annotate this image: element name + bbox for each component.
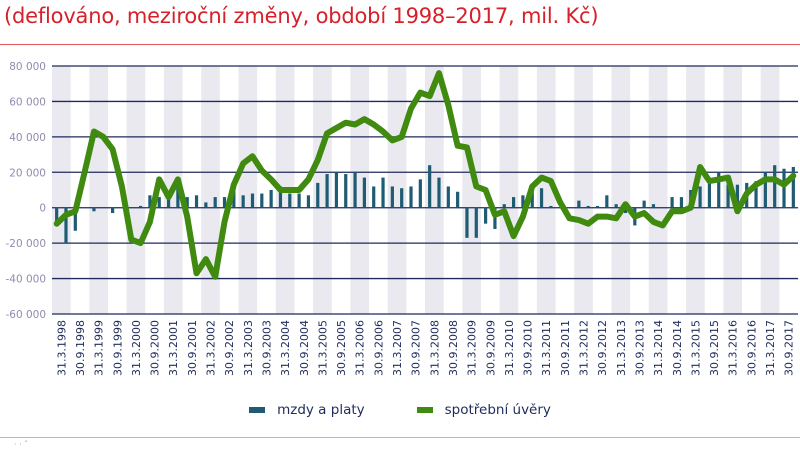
legend-label: spotřební úvěry <box>444 402 551 418</box>
legend-swatch-bar-icon <box>249 407 266 413</box>
line-series-uvery <box>53 70 797 280</box>
svg-text:31.3.2012: 31.3.2012 <box>578 320 591 376</box>
svg-text:30.9.2006: 30.9.2006 <box>372 320 385 376</box>
svg-text:31.3.2003: 31.3.2003 <box>242 320 255 376</box>
svg-text:-60 000: -60 000 <box>5 309 46 321</box>
svg-text:31.3.2011: 31.3.2011 <box>540 320 553 376</box>
svg-text:30.9.2008: 30.9.2008 <box>447 320 460 376</box>
legend-item-mzdy: mzdy a platy <box>249 402 365 418</box>
svg-text:40 000: 40 000 <box>9 132 46 144</box>
svg-text:31.3.2002: 31.3.2002 <box>205 320 218 376</box>
legend-swatch-line-icon <box>416 407 433 413</box>
svg-text:30.9.1999: 30.9.1999 <box>111 320 124 376</box>
chart-subtitle: (deflováno, meziroční změny, období 1998… <box>4 4 599 28</box>
svg-text:31.3.2008: 31.3.2008 <box>428 320 441 376</box>
svg-text:31.3.2005: 31.3.2005 <box>316 320 329 376</box>
svg-text:30.9.2015: 30.9.2015 <box>708 320 721 376</box>
svg-text:31.3.2013: 31.3.2013 <box>615 320 628 376</box>
svg-text:31.3.2001: 31.3.2001 <box>167 320 180 376</box>
svg-text:0: 0 <box>39 203 46 215</box>
svg-text:31.3.2007: 31.3.2007 <box>391 320 404 376</box>
svg-text:30.9.2017: 30.9.2017 <box>783 320 796 376</box>
svg-text:31.3.2009: 31.3.2009 <box>466 320 479 376</box>
svg-text:30.9.2014: 30.9.2014 <box>671 320 684 376</box>
svg-text:31.3.1998: 31.3.1998 <box>55 320 68 376</box>
svg-text:30.9.2011: 30.9.2011 <box>559 320 572 376</box>
bottom-divider <box>0 437 800 438</box>
svg-text:-20 000: -20 000 <box>5 238 46 250</box>
svg-text:31.3.2006: 31.3.2006 <box>354 320 367 376</box>
chart-plot: 80 000 60 000 40 000 20 000 0 -20 000 -40 000 -… <box>5 61 798 376</box>
svg-text:31.3.2015: 31.3.2015 <box>689 320 702 376</box>
svg-text:30.9.2000: 30.9.2000 <box>149 320 162 376</box>
legend: mzdy a platy spotřební úvěry <box>0 402 800 418</box>
svg-text:31.3.1999: 31.3.1999 <box>93 320 106 376</box>
svg-text:31.3.2016: 31.3.2016 <box>727 320 740 376</box>
y-axis-labels: 80 000 60 000 40 000 20 000 0 -20 000 -40 000 -… <box>5 61 46 321</box>
svg-text:31.3.2017: 31.3.2017 <box>764 320 777 376</box>
svg-text:20 000: 20 000 <box>9 167 46 179</box>
svg-text:30.9.2005: 30.9.2005 <box>335 320 348 376</box>
svg-text:30.9.2007: 30.9.2007 <box>410 320 423 376</box>
title-divider <box>0 44 800 45</box>
svg-text:80 000: 80 000 <box>9 61 46 73</box>
svg-text:30.9.2009: 30.9.2009 <box>484 320 497 376</box>
bar-series-mzdy <box>55 165 795 244</box>
x-axis-labels: 31.3.1998 30.9.1998 31.3.1999 30.9.1999 31.3… <box>55 320 795 376</box>
svg-text:30.9.2002: 30.9.2002 <box>223 320 236 376</box>
legend-item-uvery: spotřební úvěry <box>416 402 551 418</box>
svg-text:31.3.2014: 31.3.2014 <box>652 320 665 376</box>
svg-text:31.3.2010: 31.3.2010 <box>503 320 516 376</box>
svg-text:31.3.2004: 31.3.2004 <box>279 320 292 376</box>
svg-text:30.9.2013: 30.9.2013 <box>633 320 646 376</box>
svg-text:30.9.1998: 30.9.1998 <box>74 320 87 376</box>
svg-text:60 000: 60 000 <box>9 96 46 108</box>
svg-text:30.9.2001: 30.9.2001 <box>186 320 199 376</box>
legend-label: mzdy a platy <box>277 402 365 418</box>
svg-text:31.3.2000: 31.3.2000 <box>130 320 143 376</box>
svg-text:-40 000: -40 000 <box>5 274 46 286</box>
svg-text:30.9.2016: 30.9.2016 <box>745 320 758 376</box>
svg-text:30.9.2012: 30.9.2012 <box>596 320 609 376</box>
svg-text:30.9.2004: 30.9.2004 <box>298 320 311 376</box>
svg-text:30.9.2010: 30.9.2010 <box>522 320 535 376</box>
svg-text:30.9.2003: 30.9.2003 <box>260 320 273 376</box>
footnote-clipped: · · ˇ <box>14 440 29 449</box>
